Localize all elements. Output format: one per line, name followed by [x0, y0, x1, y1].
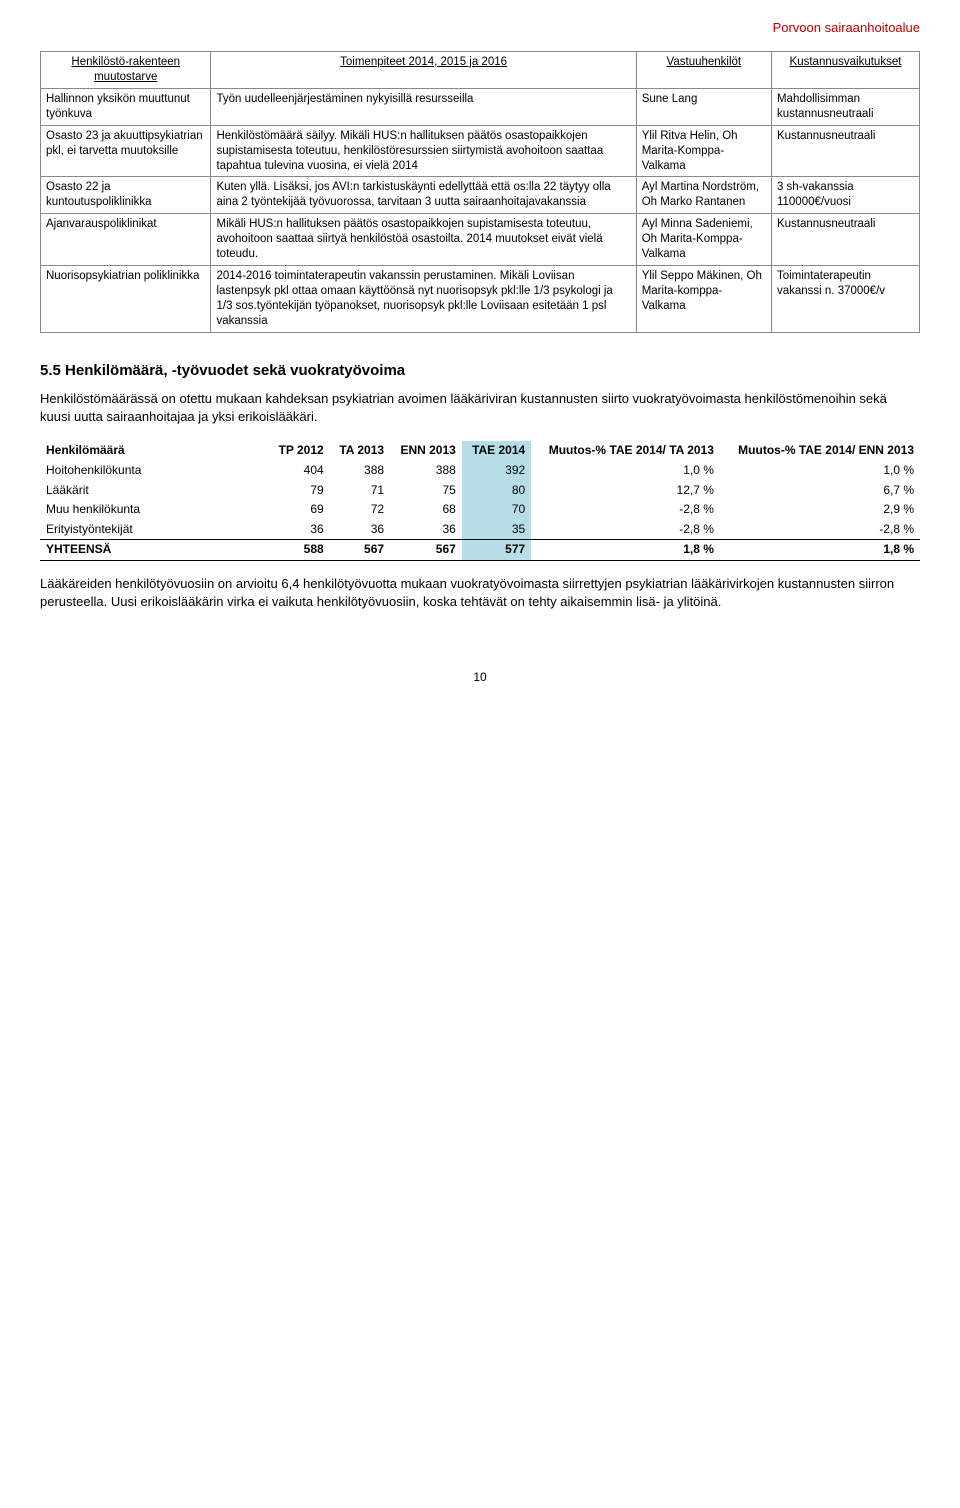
cell: Ajanvarauspoliklinikat: [41, 214, 211, 266]
cell: 388: [330, 461, 390, 481]
col-header-kustannusvaikutukset: Kustannusvaikutukset: [771, 51, 919, 88]
cell: Hallinnon yksikön muuttunut työnkuva: [41, 88, 211, 125]
col-header-vastuuhenkilot: Vastuuhenkilöt: [636, 51, 771, 88]
cell: 72: [330, 500, 390, 520]
cell: -2,8 %: [531, 500, 720, 520]
cell: 404: [269, 461, 330, 481]
cell: Kustannusneutraali: [771, 125, 919, 177]
cell: 35: [462, 520, 531, 540]
cell: Työn uudelleenjärjestäminen nykyisillä r…: [211, 88, 636, 125]
table-row: Osasto 23 ja akuuttipsykiatrian pkl, ei …: [41, 125, 920, 177]
table-row: Muu henkilökunta 69 72 68 70 -2,8 % 2,9 …: [40, 500, 920, 520]
table-row: Osasto 22 ja kuntoutuspoliklinikka Kuten…: [41, 177, 920, 214]
col-header-toimenpiteet: Toimenpiteet 2014, 2015 ja 2016: [211, 51, 636, 88]
cell: 577: [462, 540, 531, 561]
cell: Sune Lang: [636, 88, 771, 125]
table-row: Hallinnon yksikön muuttunut työnkuva Työ…: [41, 88, 920, 125]
paragraph-intro: Henkilöstömäärässä on otettu mukaan kahd…: [40, 390, 920, 425]
cell: 12,7 %: [531, 481, 720, 501]
cell: 388: [390, 461, 462, 481]
cell: Osasto 22 ja kuntoutuspoliklinikka: [41, 177, 211, 214]
col-header: Muutos-% TAE 2014/ TA 2013: [531, 441, 720, 461]
col-header: Muutos-% TAE 2014/ ENN 2013: [720, 441, 920, 461]
cell: Osasto 23 ja akuuttipsykiatrian pkl, ei …: [41, 125, 211, 177]
cell: Muu henkilökunta: [40, 500, 269, 520]
cell: YHTEENSÄ: [40, 540, 269, 561]
cell: 1,0 %: [531, 461, 720, 481]
col-header: TP 2012: [269, 441, 330, 461]
cell: 1,8 %: [720, 540, 920, 561]
table-row: Hoitohenkilökunta 404 388 388 392 1,0 % …: [40, 461, 920, 481]
cell: 567: [390, 540, 462, 561]
table-row: Lääkärit 79 71 75 80 12,7 % 6,7 %: [40, 481, 920, 501]
cell: 588: [269, 540, 330, 561]
cell: -2,8 %: [531, 520, 720, 540]
col-header: TA 2013: [330, 441, 390, 461]
cell: 36: [330, 520, 390, 540]
cell: Mikäli HUS:n hallituksen päätös osastopa…: [211, 214, 636, 266]
col-header: Henkilömäärä: [40, 441, 269, 461]
col-header: ENN 2013: [390, 441, 462, 461]
cell: Hoitohenkilökunta: [40, 461, 269, 481]
col-header: TAE 2014: [462, 441, 531, 461]
cell: Henkilöstömäärä säilyy. Mikäli HUS:n hal…: [211, 125, 636, 177]
total-row: YHTEENSÄ 588 567 567 577 1,8 % 1,8 %: [40, 540, 920, 561]
cell: 1,8 %: [531, 540, 720, 561]
cell: 2014-2016 toimintaterapeutin vakanssin p…: [211, 266, 636, 333]
page-number: 10: [40, 670, 920, 686]
table-row: Nuorisopsykiatrian poliklinikka 2014-201…: [41, 266, 920, 333]
cell: 70: [462, 500, 531, 520]
cell: 75: [390, 481, 462, 501]
cell: 2,9 %: [720, 500, 920, 520]
cell: Kuten yllä. Lisäksi, jos AVI:n tarkistus…: [211, 177, 636, 214]
cell: 36: [390, 520, 462, 540]
cell: Ayl Minna Sadeniemi, Oh Marita-Komppa-Va…: [636, 214, 771, 266]
cell: 1,0 %: [720, 461, 920, 481]
cell: 36: [269, 520, 330, 540]
cell: Toimintaterapeutin vakanssi n. 37000€/v: [771, 266, 919, 333]
cell: Erityistyöntekijät: [40, 520, 269, 540]
table-row: Ajanvarauspoliklinikat Mikäli HUS:n hall…: [41, 214, 920, 266]
cell: 69: [269, 500, 330, 520]
cell: Lääkärit: [40, 481, 269, 501]
cell: Nuorisopsykiatrian poliklinikka: [41, 266, 211, 333]
table-row: Erityistyöntekijät 36 36 36 35 -2,8 % -2…: [40, 520, 920, 540]
headcount-table: Henkilömäärä TP 2012 TA 2013 ENN 2013 TA…: [40, 441, 920, 561]
paragraph-footer: Lääkäreiden henkilötyövuosiin on arvioit…: [40, 575, 920, 610]
cell: 567: [330, 540, 390, 561]
cell: Ylil Ritva Helin, Oh Marita-Komppa-Valka…: [636, 125, 771, 177]
cell: 68: [390, 500, 462, 520]
cell: Ayl Martina Nordström, Oh Marko Rantanen: [636, 177, 771, 214]
page-header: Porvoon sairaanhoitoalue: [40, 20, 920, 37]
cell: 79: [269, 481, 330, 501]
cell: 80: [462, 481, 531, 501]
cell: Kustannusneutraali: [771, 214, 919, 266]
section-title: 5.5 Henkilömäärä, -työvuodet sekä vuokra…: [40, 361, 920, 381]
cell: Ylil Seppo Mäkinen, Oh Marita-komppa-Val…: [636, 266, 771, 333]
cell: 6,7 %: [720, 481, 920, 501]
cell: 71: [330, 481, 390, 501]
cell: 3 sh-vakanssia 110000€/vuosi: [771, 177, 919, 214]
cell: 392: [462, 461, 531, 481]
cell: -2,8 %: [720, 520, 920, 540]
personnel-structure-table: Henkilöstö-rakenteen muutostarve Toimenp…: [40, 51, 920, 333]
cell: Mahdollisimman kustannusneutraali: [771, 88, 919, 125]
col-header-muutostarve: Henkilöstö-rakenteen muutostarve: [41, 51, 211, 88]
